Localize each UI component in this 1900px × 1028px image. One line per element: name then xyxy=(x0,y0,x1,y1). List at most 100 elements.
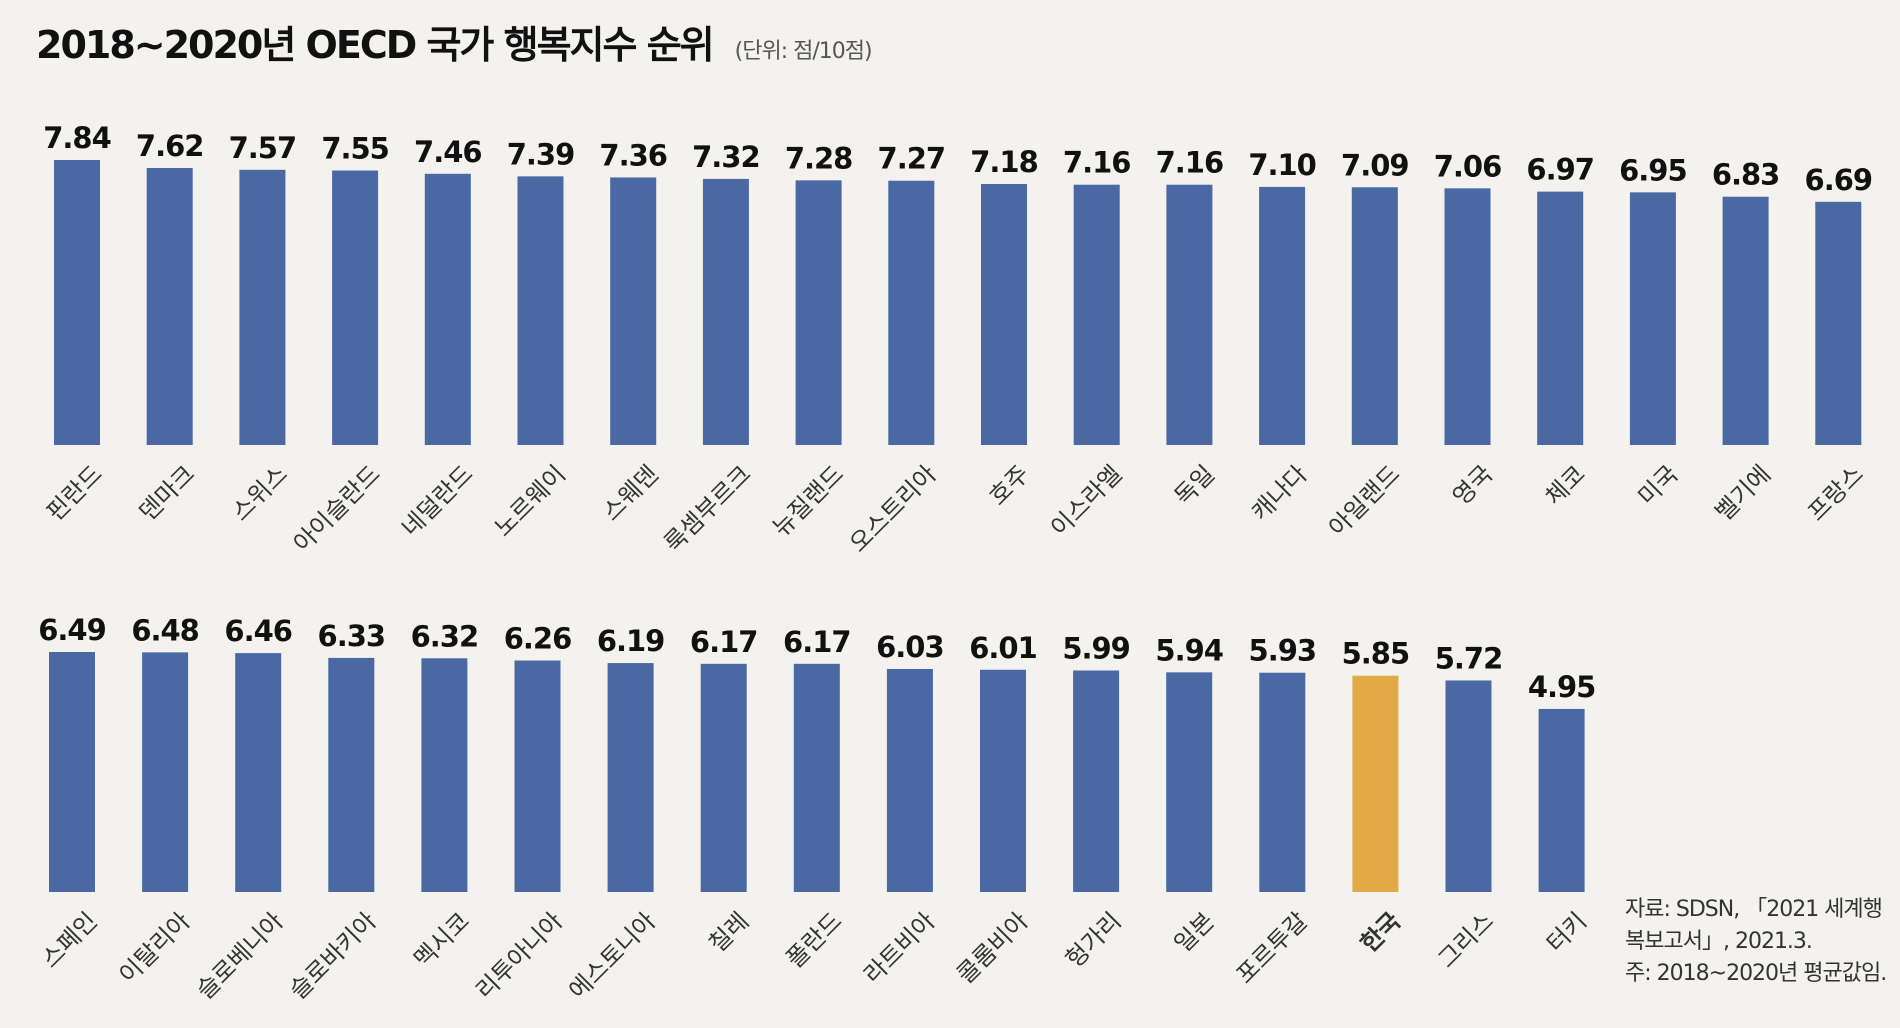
data-label: 7.06 xyxy=(1434,149,1502,183)
bar xyxy=(146,167,193,446)
bar xyxy=(328,657,375,892)
category-label: 콜롬비아 xyxy=(951,907,1033,989)
data-label: 6.95 xyxy=(1619,153,1687,187)
category-label: 한국 xyxy=(1355,907,1406,958)
data-label: 7.84 xyxy=(43,121,111,155)
category-label: 미국 xyxy=(1633,460,1684,511)
category-label: 헝가리 xyxy=(1060,907,1127,974)
data-label: 6.46 xyxy=(224,614,292,648)
bar xyxy=(1445,680,1492,892)
data-label: 5.93 xyxy=(1249,634,1317,668)
data-label: 7.09 xyxy=(1341,148,1409,182)
category-label: 라트비아 xyxy=(858,907,940,989)
bar xyxy=(517,176,564,446)
data-label: 5.72 xyxy=(1435,641,1503,675)
category-label: 아일랜드 xyxy=(1323,460,1405,542)
bar xyxy=(607,663,654,892)
category-label: 영국 xyxy=(1447,460,1498,511)
category-label: 룩셈부르크 xyxy=(659,460,757,558)
category-label: 뉴질랜드 xyxy=(767,460,849,542)
bar xyxy=(700,663,747,892)
data-label: 6.97 xyxy=(1526,153,1594,187)
bar xyxy=(795,180,842,445)
data-label: 6.26 xyxy=(504,622,572,656)
category-label: 터키 xyxy=(1541,907,1592,958)
bar xyxy=(1444,188,1491,445)
category-label: 이탈리아 xyxy=(114,907,196,989)
bar xyxy=(888,180,935,446)
data-label: 7.16 xyxy=(1063,146,1131,180)
category-label: 이스라엘 xyxy=(1045,460,1127,542)
source-line-1: 자료: SDSN, 「2021 세계행 xyxy=(1625,897,1883,922)
bar xyxy=(1815,201,1862,445)
bar xyxy=(421,658,468,892)
unit-label: (단위: 점/10점) xyxy=(734,39,873,64)
data-label: 6.17 xyxy=(690,625,758,659)
category-label: 폴란드 xyxy=(781,907,848,974)
chart-panel-1: 7.84 핀란드 7.62 덴마크 7.57 스위스 7.55 아이슬란드 7.46 네덜란드 7.… xyxy=(41,121,1873,558)
category-label: 에스토니아 xyxy=(563,907,661,1005)
data-label: 6.69 xyxy=(1805,163,1873,197)
bar xyxy=(424,173,471,445)
data-label: 7.46 xyxy=(414,135,482,169)
data-label: 7.16 xyxy=(1156,146,1224,180)
category-label: 독일 xyxy=(1169,460,1220,511)
bar xyxy=(54,160,100,445)
category-label: 슬로바키아 xyxy=(284,907,382,1005)
source-line-3: 주: 2018~2020년 평균값임. xyxy=(1625,960,1887,986)
bar xyxy=(142,652,189,892)
data-label: 6.32 xyxy=(411,619,479,653)
category-label: 호주 xyxy=(984,460,1035,511)
data-label: 6.03 xyxy=(876,630,944,664)
data-label: 6.33 xyxy=(318,619,386,653)
data-label: 6.19 xyxy=(597,624,665,658)
bar xyxy=(49,652,95,892)
category-label: 리투아니아 xyxy=(470,907,568,1005)
category-label: 체코 xyxy=(1540,460,1591,511)
category-label: 벨기에 xyxy=(1710,460,1777,527)
bar xyxy=(1351,187,1398,445)
data-label: 7.57 xyxy=(229,131,297,165)
data-label: 5.85 xyxy=(1342,637,1410,671)
bar xyxy=(1073,670,1120,892)
bar xyxy=(1538,708,1585,892)
category-label: 그리스 xyxy=(1433,907,1500,974)
data-label: 6.83 xyxy=(1712,158,1780,192)
bar xyxy=(1537,191,1584,445)
data-label: 7.32 xyxy=(692,140,760,174)
data-label: 7.62 xyxy=(136,129,204,163)
bar xyxy=(610,177,657,445)
data-label: 7.28 xyxy=(785,141,853,175)
bar xyxy=(1166,672,1213,892)
data-label: 6.17 xyxy=(783,625,851,659)
data-label: 6.49 xyxy=(38,613,106,647)
source-note: 자료: SDSN, 「2021 세계행 복보고서」, 2021.3. 주: 20… xyxy=(1625,894,1895,990)
chart-panel-2: 6.49 스페인 6.48 이탈리아 6.46 슬로베니아 6.33 슬로바키아 6.32 멕시코… xyxy=(36,613,1596,1005)
data-label: 7.39 xyxy=(507,137,575,171)
data-label: 6.01 xyxy=(969,631,1037,665)
category-label: 오스트리아 xyxy=(844,460,942,558)
bar xyxy=(1259,186,1306,445)
category-label: 덴마크 xyxy=(134,460,201,527)
bar xyxy=(1352,675,1399,892)
bar xyxy=(1166,184,1213,445)
data-label: 7.36 xyxy=(599,138,667,172)
category-label: 칠레 xyxy=(703,907,754,958)
data-label: 7.18 xyxy=(970,145,1038,179)
category-label: 캐나다 xyxy=(1246,460,1313,527)
category-label: 프랑스 xyxy=(1802,460,1869,527)
category-label: 노르웨이 xyxy=(489,460,571,542)
bar xyxy=(1722,196,1769,445)
category-label: 핀란드 xyxy=(41,460,108,527)
bar xyxy=(332,170,379,445)
category-label: 일본 xyxy=(1169,907,1220,958)
bar xyxy=(1629,192,1676,445)
chart-title: 2018~2020년 OECD 국가 행복지수 순위 xyxy=(36,23,715,67)
data-label: 6.48 xyxy=(131,613,199,647)
data-label: 7.27 xyxy=(878,142,946,176)
category-label: 스웨덴 xyxy=(597,460,664,527)
bar xyxy=(514,660,561,892)
bar xyxy=(239,169,286,445)
data-label: 7.10 xyxy=(1248,148,1316,182)
